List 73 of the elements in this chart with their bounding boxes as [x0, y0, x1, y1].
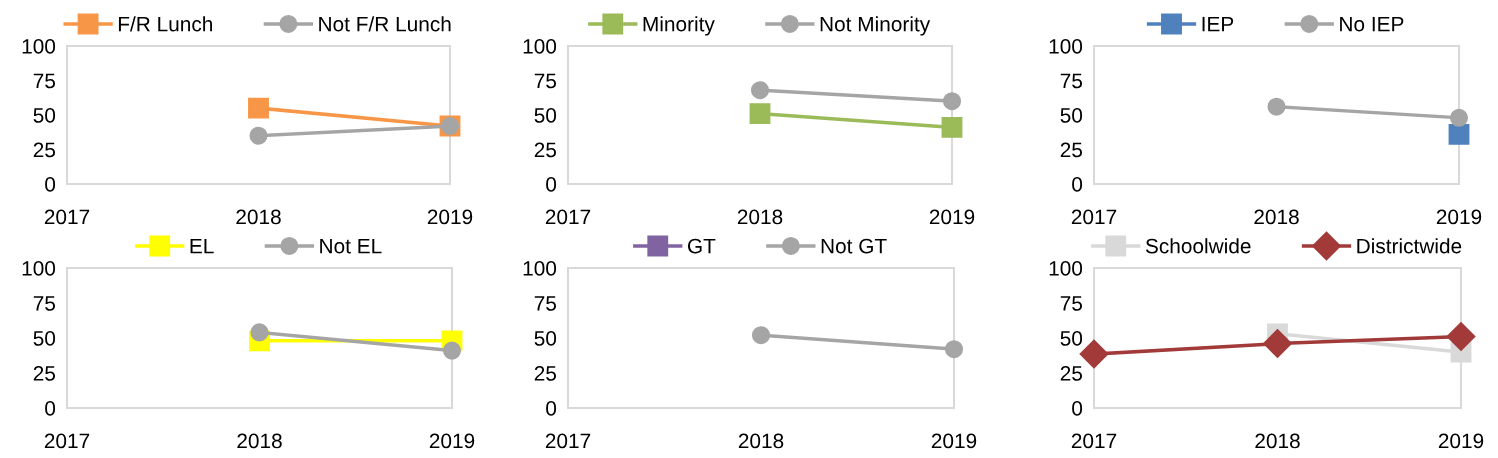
y-tick-label: 0 — [1072, 401, 1083, 416]
y-tick-label: 50 — [1060, 331, 1083, 346]
x-tick-label: 2018 — [1254, 209, 1299, 225]
y-tick-label: 0 — [45, 177, 56, 192]
y-tick-label: 100 — [1049, 261, 1083, 276]
point — [941, 117, 963, 138]
x-tick-label: 2017 — [545, 209, 591, 225]
point — [249, 126, 268, 145]
y-tick-label: 25 — [1060, 142, 1083, 158]
x-tick-label: 2018 — [236, 209, 281, 225]
y-tick-label: 100 — [523, 261, 557, 276]
point — [1263, 329, 1292, 359]
x-tick-label: 2017 — [44, 433, 90, 449]
legend-label: IEP — [1202, 16, 1234, 32]
legend-label: Districtwide — [1357, 238, 1462, 254]
y-tick-label: 25 — [1060, 366, 1083, 381]
x-tick-label: 2017 — [1071, 209, 1117, 225]
legend-label: Not EL — [320, 238, 382, 254]
point — [1449, 108, 1469, 127]
x-tick-label: 2019 — [1436, 209, 1482, 225]
y-tick-label: 0 — [546, 401, 557, 416]
y-tick-label: 50 — [33, 331, 56, 346]
y-tick-label: 75 — [534, 73, 557, 89]
y-tick-label: 75 — [33, 73, 56, 89]
y-tick-label: 100 — [523, 39, 557, 54]
legend-label: Schoolwide — [1145, 238, 1251, 254]
legend-label: Not Minority — [820, 16, 931, 36]
y-tick-label: 75 — [534, 296, 557, 311]
x-tick-label: 2018 — [738, 433, 784, 449]
point — [749, 103, 771, 125]
y-tick-label: 75 — [1060, 296, 1083, 311]
legend-label: Minority — [643, 16, 715, 36]
point — [250, 323, 269, 342]
y-tick-label: 50 — [534, 331, 557, 346]
legend-label: GT — [687, 238, 716, 254]
y-tick-label: 25 — [33, 366, 56, 381]
y-tick-label: 0 — [45, 401, 56, 416]
legend-label: Not F/R Lunch — [319, 16, 451, 32]
y-tick-label: 50 — [33, 108, 56, 123]
legend-label: Not GT — [821, 238, 887, 254]
legend-label: EL — [190, 238, 214, 254]
y-tick-label: 25 — [534, 366, 557, 381]
y-tick-label: 100 — [22, 261, 56, 276]
y-tick-label: 50 — [534, 108, 557, 123]
y-tick-label: 0 — [1072, 177, 1083, 192]
point — [1267, 97, 1286, 116]
x-tick-label: 2019 — [427, 209, 473, 225]
x-tick-label: 2017 — [44, 209, 90, 225]
x-tick-label: 2018 — [737, 209, 783, 225]
x-tick-label: 2019 — [429, 433, 475, 449]
point — [750, 81, 770, 100]
y-tick-label: 75 — [33, 296, 56, 311]
point — [442, 341, 462, 360]
point — [942, 92, 962, 111]
x-tick-label: 2019 — [929, 209, 975, 225]
legend-label: No IEP — [1340, 16, 1404, 32]
y-tick-label: 25 — [534, 142, 557, 158]
x-tick-label: 2017 — [1071, 433, 1117, 449]
point — [1446, 322, 1476, 352]
y-tick-label: 25 — [33, 142, 56, 158]
y-tick-label: 0 — [546, 177, 557, 192]
x-tick-label: 2018 — [1255, 433, 1300, 449]
x-tick-label: 2019 — [1438, 433, 1484, 449]
x-tick-label: 2019 — [931, 433, 977, 449]
x-tick-label: 2017 — [545, 433, 591, 449]
point — [1448, 123, 1470, 145]
y-tick-label: 100 — [22, 39, 56, 54]
y-tick-label: 50 — [1060, 108, 1083, 123]
y-tick-label: 100 — [1049, 39, 1083, 54]
y-tick-label: 75 — [1060, 73, 1083, 89]
legend-label: F/R Lunch — [118, 16, 213, 32]
point — [248, 97, 269, 119]
x-tick-label: 2018 — [237, 433, 282, 449]
